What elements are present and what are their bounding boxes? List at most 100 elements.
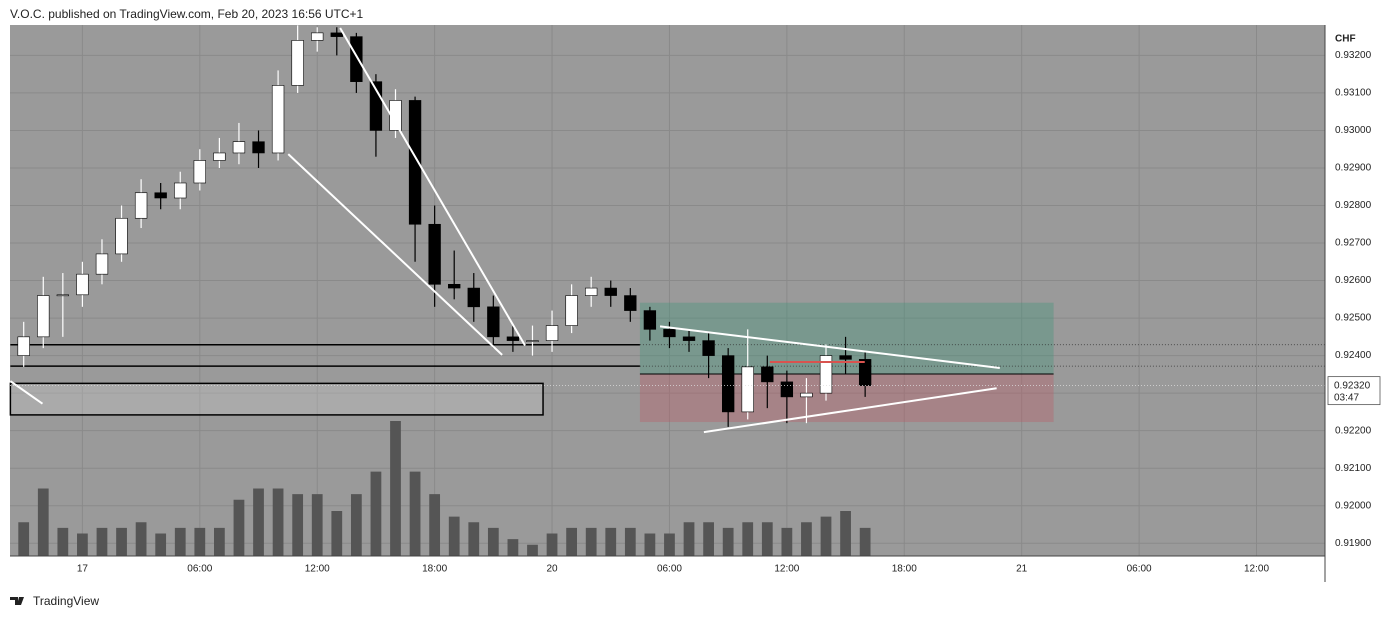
candle-body <box>174 182 187 199</box>
x-tick-label: 20 <box>546 564 558 575</box>
y-tick-label: 0.92200 <box>1335 425 1372 436</box>
candle-body <box>369 81 383 131</box>
volume-bar <box>487 527 499 556</box>
candle-body <box>604 287 617 296</box>
candle-body <box>428 223 441 285</box>
volume-bar <box>722 527 734 556</box>
volume-bar <box>585 527 597 556</box>
candle-body <box>839 355 852 360</box>
volume-bar <box>781 527 793 556</box>
volume-bar <box>507 539 519 556</box>
candle-body <box>56 294 70 297</box>
volume-bar <box>429 494 441 556</box>
trend-line <box>339 27 526 346</box>
x-tick-label: 12:00 <box>774 564 799 575</box>
candle-body <box>682 336 696 341</box>
volume-bar <box>605 527 617 556</box>
candle-body <box>115 217 128 255</box>
y-tick-label: 0.92600 <box>1335 275 1372 286</box>
marks <box>9 25 1325 556</box>
last-price-label: 0.92320 <box>1334 380 1371 391</box>
candle-body <box>565 295 578 326</box>
volume-bar <box>331 511 343 556</box>
x-tick-label: 12:00 <box>305 564 330 575</box>
y-tick-label: 0.92500 <box>1335 313 1372 324</box>
candle-body <box>95 253 109 275</box>
x-tick-label: 06:00 <box>1127 564 1152 575</box>
candle-body <box>721 355 735 413</box>
x-tick-label: 06:00 <box>187 564 212 575</box>
candle-body <box>154 192 167 199</box>
volume-bar <box>96 527 108 556</box>
candle-body <box>800 392 813 398</box>
volume-bar <box>370 471 382 556</box>
y-tick-label: 0.92100 <box>1335 463 1372 474</box>
position-target <box>639 302 1054 374</box>
volume-bar <box>135 522 147 556</box>
volume-bar <box>761 522 773 556</box>
candle-body <box>350 36 363 82</box>
volume-bar <box>116 527 127 556</box>
candle-body <box>819 355 833 394</box>
currency: CHF <box>1335 34 1356 45</box>
candle-body <box>330 32 343 37</box>
volume-bar <box>37 488 49 556</box>
candle-body <box>702 340 715 356</box>
x-tick-label: 06:00 <box>657 564 682 575</box>
volume-bar <box>546 533 558 556</box>
candle-body <box>291 40 304 86</box>
candle-body <box>76 273 89 296</box>
volume-bar <box>527 544 538 556</box>
candle-body <box>408 100 422 225</box>
candle-body <box>193 160 206 184</box>
candle-body <box>858 359 872 386</box>
x-tick-label: 21 <box>1016 564 1028 575</box>
volume-bar <box>18 522 30 556</box>
brand: TradingView <box>33 594 99 608</box>
volume-bar <box>703 522 714 556</box>
candle-body <box>663 329 676 338</box>
volume-bar <box>194 527 206 556</box>
candle-body <box>741 366 754 413</box>
y-tick-label: 0.92400 <box>1335 350 1372 361</box>
candle-body <box>252 141 265 154</box>
last-price-box <box>1327 376 1381 406</box>
candle-body <box>271 85 285 154</box>
candle-body <box>17 336 30 356</box>
candle-body <box>37 295 50 338</box>
volume-bar <box>233 499 245 556</box>
volume-bar <box>840 511 851 556</box>
candle-body <box>389 100 402 131</box>
y-tick-label: 0.92800 <box>1335 200 1372 211</box>
candle-body <box>526 340 539 342</box>
x-tick-label: 17 <box>77 564 89 575</box>
y-tick-label: 0.92900 <box>1335 163 1372 174</box>
volume-bar <box>664 533 675 556</box>
volume-bar <box>155 533 167 556</box>
candle-body <box>780 381 794 398</box>
candle-body <box>761 366 774 383</box>
volume-bar <box>214 527 225 556</box>
y-tick-label: 0.92000 <box>1335 500 1372 511</box>
volume-bar <box>253 488 264 556</box>
axes: 0.919000.920000.921000.922000.923000.924… <box>77 50 1381 575</box>
candle-body <box>487 306 500 338</box>
candle-body <box>624 295 637 311</box>
candle-body <box>134 192 148 219</box>
volume-bar <box>624 527 636 556</box>
y-tick-label: 0.93200 <box>1335 50 1372 61</box>
logo <box>10 597 24 605</box>
volume-bar <box>742 522 754 556</box>
candle-body <box>467 287 480 308</box>
y-tick-label: 0.92700 <box>1335 238 1372 249</box>
x-tick-label: 12:00 <box>1244 564 1269 575</box>
zone <box>9 382 544 416</box>
trend-line <box>703 387 997 434</box>
y-tick-label: 0.93000 <box>1335 125 1372 136</box>
volume-bar <box>566 527 577 556</box>
countdown: 03:47 <box>1334 392 1359 403</box>
candle-body <box>545 325 559 341</box>
trend-line <box>287 153 503 356</box>
candle-body <box>643 310 657 330</box>
